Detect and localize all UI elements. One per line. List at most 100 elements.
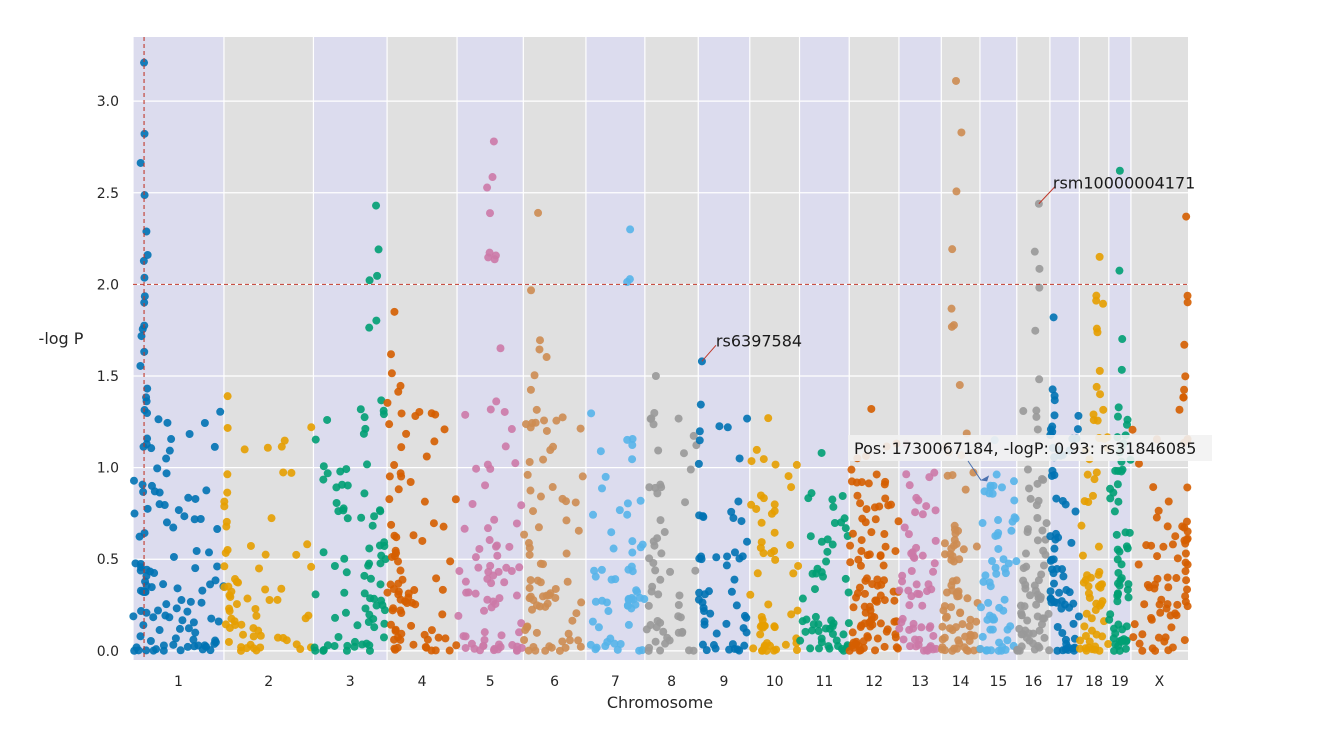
snp-point-chr1 — [190, 515, 199, 524]
snp-point-chr8 — [686, 465, 695, 474]
snp-point-chr9 — [694, 595, 703, 604]
snp-point-chr2 — [287, 468, 296, 477]
snp-point-chr8 — [681, 498, 690, 507]
snp-point-chr7 — [586, 640, 595, 649]
x-tick-label-12: 12 — [865, 674, 883, 690]
snp-point-chr6 — [572, 609, 581, 618]
snp-point-chr5 — [493, 551, 502, 560]
snp-point-chr15 — [1006, 622, 1015, 631]
snp-point-chr5 — [500, 578, 509, 587]
snp-point-chr1 — [172, 604, 181, 613]
snp-point-chr10 — [757, 518, 766, 527]
snp-point-chr13 — [895, 624, 904, 633]
snp-point-chr1 — [207, 614, 216, 623]
snp-point-chr17 — [1061, 645, 1070, 654]
snp-point-chr6 — [521, 626, 530, 635]
snp-point-chr5 — [485, 536, 494, 545]
snp-point-chr6 — [577, 598, 586, 607]
y-tick-labels: 0.0 0.5 1.0 1.5 2.0 2.5 3.0 — [97, 94, 119, 660]
snp-point-chr4 — [438, 585, 447, 594]
snp-point-chr1 — [132, 643, 141, 652]
snp-point-chr5 — [461, 577, 470, 586]
snp-point-chr1 — [138, 480, 147, 489]
snp-point-chr1 — [135, 532, 144, 541]
snp-point-chr13 — [902, 470, 911, 479]
snp-point-chr19 — [1121, 644, 1130, 653]
snp-point-chr5 — [491, 599, 500, 608]
snp-point-chr11 — [817, 634, 826, 643]
snp-point-chr5 — [496, 344, 505, 353]
snp-point-chr12 — [849, 638, 858, 647]
snp-point-chr3 — [343, 641, 352, 650]
snp-point-chr3 — [340, 588, 349, 597]
snp-point-chr16 — [1026, 494, 1035, 503]
snp-point-chr3 — [343, 514, 352, 523]
chromosome-band-6 — [523, 37, 586, 660]
snp-point-chr11 — [834, 642, 843, 651]
snp-point-chr8 — [649, 558, 658, 567]
snp-point-chr3 — [368, 521, 377, 530]
snp-point-chr18 — [1076, 636, 1085, 645]
snp-point-chr4 — [434, 633, 443, 642]
snp-point-chr6 — [529, 507, 538, 516]
snp-point-chr16 — [1037, 570, 1046, 579]
x-tick-label-8: 8 — [667, 674, 676, 690]
snp-point-chr18 — [1092, 468, 1101, 477]
snp-point-chr2 — [234, 578, 243, 587]
snp-point-chrX — [1180, 385, 1189, 394]
snp-point-chr7 — [638, 540, 647, 549]
snp-point-chr18 — [1084, 582, 1093, 591]
snp-point-chr2 — [240, 445, 249, 454]
snp-point-chr5 — [489, 571, 498, 580]
snp-point-chr1 — [169, 552, 178, 561]
snp-point-chr3 — [330, 561, 339, 570]
snp-point-chr3 — [343, 481, 352, 490]
snp-point-chr16 — [1035, 626, 1044, 635]
snp-point-chr1 — [169, 640, 178, 649]
snp-point-chr19 — [1122, 542, 1131, 551]
snp-point-chr3 — [374, 245, 383, 254]
chromosome-band-7 — [585, 37, 645, 660]
snp-point-chr18 — [1098, 597, 1107, 606]
snp-point-chr10 — [770, 500, 779, 509]
snp-point-chr3 — [365, 544, 374, 553]
snp-point-chr2 — [307, 423, 316, 432]
snp-point-chr5 — [462, 588, 471, 597]
snp-point-chr11 — [829, 619, 838, 628]
snp-point-chr1 — [162, 469, 171, 478]
snp-point-chr3 — [366, 574, 375, 583]
snp-point-chr5 — [474, 563, 483, 572]
x-tick-label-10: 10 — [766, 674, 784, 690]
snp-point-chr13 — [925, 623, 934, 632]
snp-point-chr15 — [979, 577, 988, 586]
snp-point-chrX — [1180, 636, 1189, 645]
snp-point-chrX — [1159, 542, 1168, 551]
snp-point-chr7 — [598, 596, 607, 605]
snp-point-chr13 — [917, 623, 926, 632]
snp-point-chr1 — [138, 325, 147, 334]
snp-point-chr1 — [136, 566, 145, 575]
snp-point-chr1 — [198, 645, 207, 654]
snp-point-chr14 — [972, 542, 981, 551]
snp-point-chr6 — [576, 642, 585, 651]
snp-point-chr2 — [296, 645, 305, 654]
snp-point-chr14 — [952, 576, 961, 585]
snp-point-chr1 — [136, 632, 145, 641]
snp-point-chr1 — [143, 504, 152, 513]
snp-point-chr14 — [939, 606, 948, 615]
snp-point-chr6 — [529, 642, 538, 651]
snp-point-chr6 — [549, 442, 558, 451]
snp-point-chrX — [1181, 372, 1190, 381]
snp-point-chr16 — [1034, 641, 1043, 650]
snp-point-chr7 — [628, 567, 637, 576]
snp-point-chr12 — [894, 517, 903, 526]
chromosome-band-11 — [799, 37, 850, 660]
snp-point-chr15 — [1009, 477, 1018, 486]
chromosome-bands — [133, 37, 1188, 660]
snp-point-chr4 — [452, 641, 461, 650]
snp-point-chr17 — [1062, 586, 1071, 595]
snp-point-chr11 — [810, 585, 819, 594]
snp-point-chr6 — [536, 492, 545, 501]
snp-point-chr19 — [1115, 266, 1124, 275]
snp-point-chr12 — [881, 542, 890, 551]
